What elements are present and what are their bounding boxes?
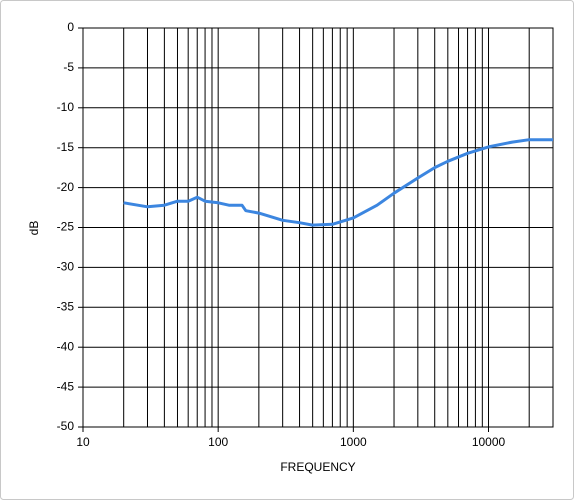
y-tick-label: -5 [63,60,74,74]
x-tick-label: 10000 [472,435,506,449]
y-tick-label: -25 [57,220,75,234]
x-tick-label: 1000 [340,435,367,449]
plot-border [82,27,554,428]
y-tick-label: -35 [57,299,75,313]
y-tick-label: -10 [57,100,75,114]
y-tick-label: 0 [67,20,74,34]
y-tick-label: -30 [57,260,75,274]
y-axis-label: dB [27,221,41,236]
x-tick-label: 100 [208,435,228,449]
x-tick-label: 10 [76,435,90,449]
y-tick-label: -45 [57,379,75,393]
data-line [123,138,553,227]
y-tick-label: -20 [57,180,75,194]
x-axis-label: FREQUENCY [280,460,355,474]
y-tick-label: -40 [57,339,75,353]
y-tick-label: -50 [57,419,75,433]
y-tick-label: -15 [57,140,75,154]
